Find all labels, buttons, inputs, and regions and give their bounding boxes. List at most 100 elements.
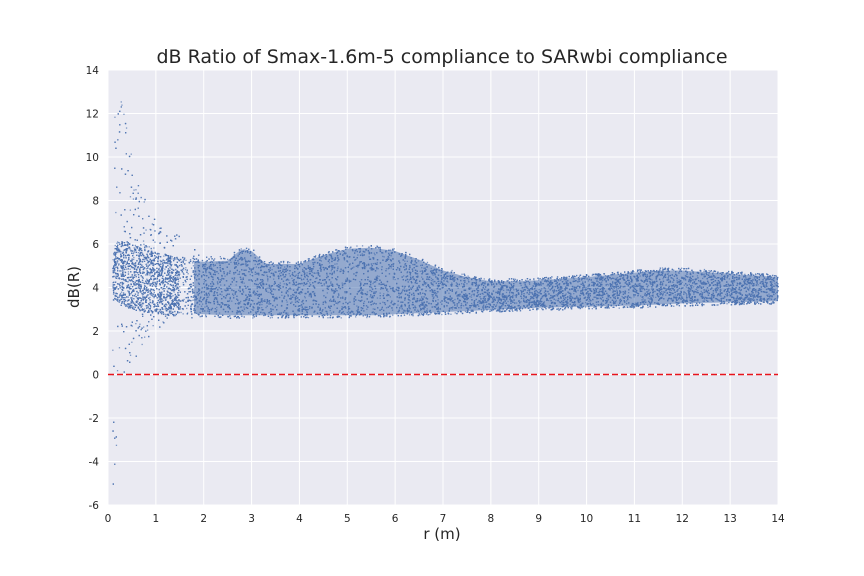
scatter-point xyxy=(307,258,309,260)
scatter-point xyxy=(500,309,502,311)
scatter-point xyxy=(672,269,675,271)
scatter-point xyxy=(159,294,161,296)
scatter-point xyxy=(154,310,156,312)
scatter-point xyxy=(486,289,488,291)
scatter-point xyxy=(437,308,439,310)
scatter-point xyxy=(414,306,416,308)
scatter-point xyxy=(137,252,139,254)
scatter-point xyxy=(726,288,728,290)
scatter-point xyxy=(285,308,288,310)
scatter-point xyxy=(256,287,258,289)
scatter-point xyxy=(253,254,256,256)
scatter-point xyxy=(286,279,288,281)
scatter-point xyxy=(194,274,197,276)
scatter-point xyxy=(372,311,374,313)
scatter-point xyxy=(514,294,516,297)
scatter-point xyxy=(707,297,709,299)
scatter-point xyxy=(450,300,452,302)
scatter-point xyxy=(349,263,351,265)
scatter-point xyxy=(461,290,463,293)
scatter-point xyxy=(150,294,152,296)
scatter-point xyxy=(132,198,135,200)
scatter-point xyxy=(125,127,128,129)
scatter-point xyxy=(368,256,370,258)
scatter-point xyxy=(466,283,468,285)
scatter-point xyxy=(681,267,683,269)
scatter-point xyxy=(132,306,135,308)
scatter-point xyxy=(428,264,430,266)
scatter-point xyxy=(626,300,628,302)
scatter-point xyxy=(467,275,469,277)
scatter-point xyxy=(707,276,709,279)
scatter-point xyxy=(741,297,743,299)
scatter-point xyxy=(693,293,695,295)
scatter-point xyxy=(121,244,123,247)
scatter-point xyxy=(441,268,443,270)
scatter-point xyxy=(183,298,185,301)
scatter-point xyxy=(355,316,357,318)
scatter-point xyxy=(284,266,286,268)
scatter-point xyxy=(143,201,145,203)
scatter-point xyxy=(398,294,400,296)
scatter-point xyxy=(164,308,166,310)
scatter-point xyxy=(303,270,305,272)
scatter-point xyxy=(552,305,554,308)
scatter-point xyxy=(596,303,598,306)
scatter-point xyxy=(404,264,406,266)
scatter-point xyxy=(596,284,599,287)
scatter-point xyxy=(253,267,255,269)
scatter-point xyxy=(461,276,463,278)
scatter-point xyxy=(460,305,462,307)
scatter-point xyxy=(676,281,678,283)
scatter-point xyxy=(685,286,687,288)
scatter-point xyxy=(165,313,167,316)
scatter-point xyxy=(765,283,768,285)
scatter-point xyxy=(696,287,698,289)
scatter-point xyxy=(396,289,398,292)
scatter-point xyxy=(141,305,143,307)
scatter-point xyxy=(170,310,172,312)
scatter-point xyxy=(774,282,776,285)
scatter-point xyxy=(633,271,635,273)
scatter-point xyxy=(299,286,301,289)
scatter-point xyxy=(129,354,132,356)
scatter-point xyxy=(182,313,184,315)
scatter-point xyxy=(522,289,525,291)
scatter-point xyxy=(304,295,306,298)
scatter-point xyxy=(297,283,300,286)
scatter-point xyxy=(322,255,324,257)
scatter-point xyxy=(129,285,131,288)
scatter-point xyxy=(610,297,612,299)
scatter-point xyxy=(524,279,527,281)
scatter-point xyxy=(299,293,301,295)
scatter-point xyxy=(341,250,343,252)
scatter-point xyxy=(144,284,146,287)
scatter-point xyxy=(431,295,434,297)
scatter-point xyxy=(405,266,407,268)
scatter-point xyxy=(220,279,222,281)
scatter-point xyxy=(322,314,324,316)
scatter-point xyxy=(664,287,666,290)
scatter-point xyxy=(638,269,641,271)
scatter-point xyxy=(412,314,414,316)
scatter-point xyxy=(755,273,757,275)
scatter-point xyxy=(337,303,339,305)
scatter-point xyxy=(436,268,439,271)
scatter-point xyxy=(480,309,483,311)
scatter-point xyxy=(683,284,685,286)
scatter-point xyxy=(291,301,293,303)
scatter-point xyxy=(376,275,379,277)
scatter-point xyxy=(661,267,664,269)
scatter-point xyxy=(274,289,276,291)
scatter-point xyxy=(122,299,124,301)
scatter-point xyxy=(333,259,335,261)
scatter-point xyxy=(423,306,425,309)
scatter-point xyxy=(647,290,649,292)
scatter-point xyxy=(482,306,484,308)
scatter-point xyxy=(159,259,161,262)
scatter-point xyxy=(340,317,342,319)
scatter-point xyxy=(703,270,705,272)
scatter-point xyxy=(659,269,661,271)
scatter-point xyxy=(223,258,226,260)
scatter-point xyxy=(616,277,619,279)
